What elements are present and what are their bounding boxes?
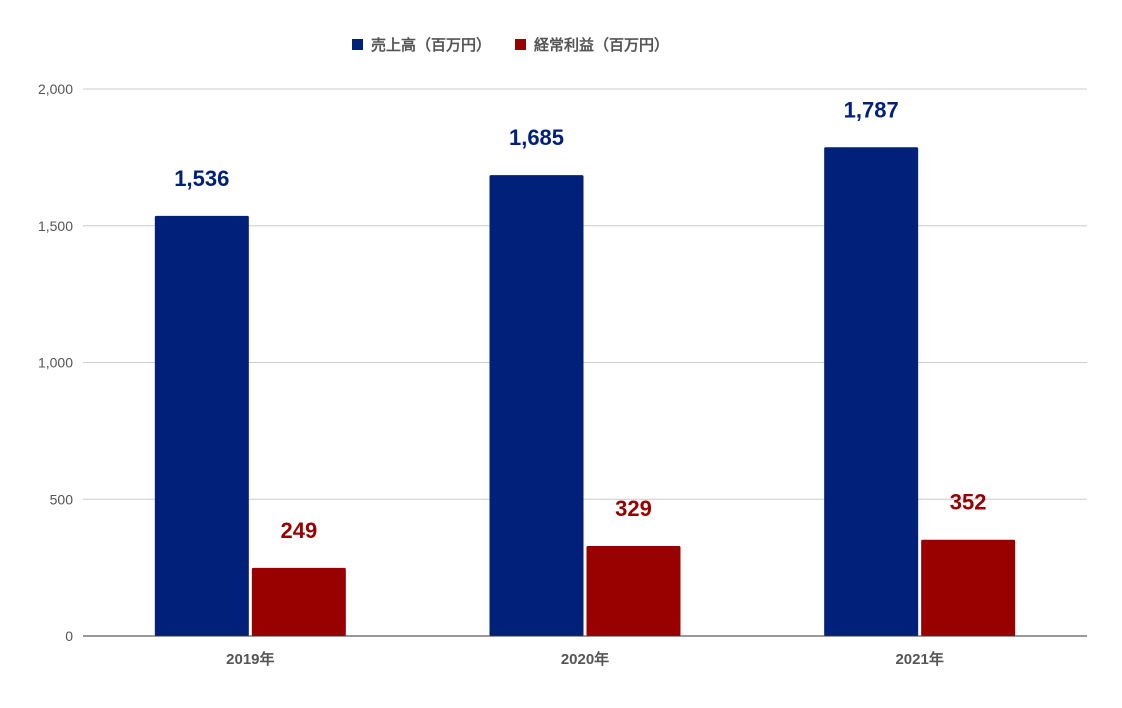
bars xyxy=(154,147,1016,637)
bar-sales xyxy=(824,147,919,636)
y-tick-label: 2,000 xyxy=(38,81,73,97)
bar-ordinary-profit xyxy=(251,567,346,636)
y-tick-label: 0 xyxy=(65,628,73,644)
data-label: 249 xyxy=(280,518,317,543)
gridlines xyxy=(83,88,1087,500)
y-axis: 0 500 1,000 1,500 2,000 xyxy=(38,81,73,644)
data-label: 329 xyxy=(615,496,652,521)
x-axis: 2019年 2020年 2021年 xyxy=(83,635,1087,668)
data-label: 1,685 xyxy=(509,125,564,150)
y-tick-label: 1,000 xyxy=(38,355,73,371)
x-tick-label: 2020年 xyxy=(561,650,609,668)
legend-swatch xyxy=(515,39,526,50)
legend-label: 経常利益（百万円） xyxy=(534,36,669,54)
y-tick-label: 500 xyxy=(50,491,74,507)
legend-swatch xyxy=(352,39,363,50)
bar-ordinary-profit xyxy=(921,539,1016,636)
bar-sales xyxy=(489,175,584,636)
x-tick-label: 2021年 xyxy=(895,650,943,668)
bar-sales xyxy=(154,215,249,637)
data-label: 1,536 xyxy=(174,166,229,191)
bar-ordinary-profit xyxy=(586,546,681,636)
data-labels: 1,536 249 1,685 329 1,787 352 xyxy=(174,97,986,543)
data-label: 352 xyxy=(950,490,987,515)
y-tick-label: 1,500 xyxy=(38,218,73,234)
data-label: 1,787 xyxy=(844,97,899,122)
x-tick-label: 2019年 xyxy=(226,650,274,668)
legend-label: 売上高（百万円） xyxy=(371,36,491,54)
legend: 売上高（百万円） 経常利益（百万円） xyxy=(352,36,669,54)
